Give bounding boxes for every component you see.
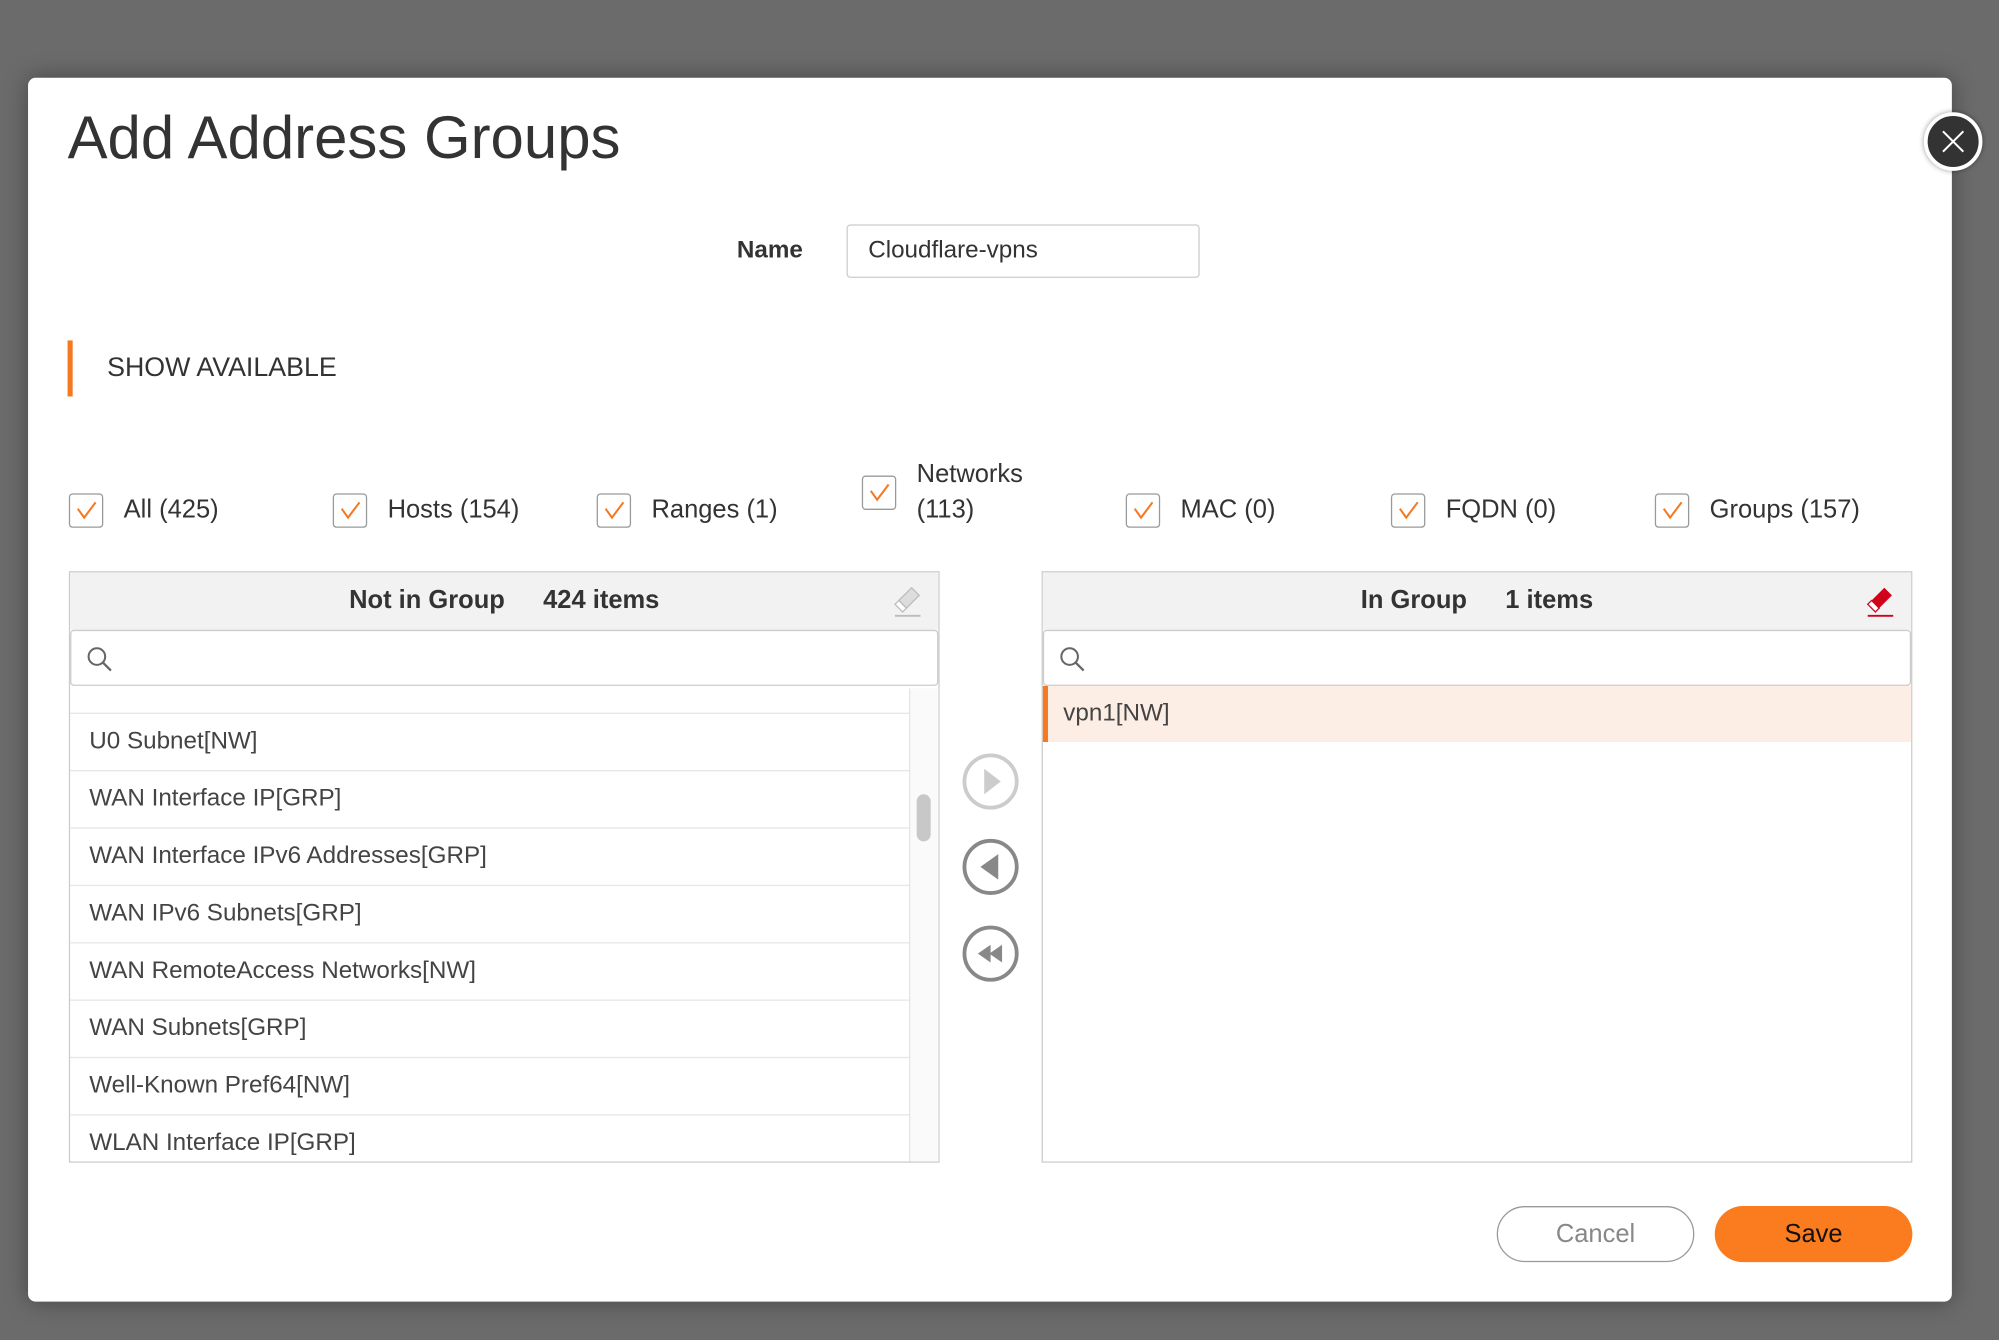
filter-label: Hosts (154) (387, 495, 520, 524)
filter-checkbox[interactable]: All (425) (68, 492, 219, 528)
list-item[interactable]: WAN Interface IP[GRP] (70, 771, 911, 829)
rewind-icon (962, 925, 1019, 982)
move-left-button[interactable] (961, 838, 1020, 897)
cancel-button[interactable]: Cancel (1496, 1206, 1695, 1263)
filter-checkbox[interactable]: Groups (157) (1654, 492, 1860, 528)
move-all-left-button[interactable] (961, 924, 1020, 983)
search-icon (1060, 647, 1085, 672)
checkmark-icon (340, 501, 360, 520)
checkbox[interactable] (1390, 492, 1426, 528)
panel-title: Not in Group (349, 586, 505, 615)
filter-checkbox[interactable]: MAC (0) (1125, 492, 1276, 528)
list-item[interactable]: WAN RemoteAccess Networks[NW] (70, 943, 911, 1001)
close-icon (1942, 130, 1965, 153)
section-title: SHOW AVAILABLE (107, 353, 337, 383)
search-icon (87, 647, 112, 672)
checkbox[interactable] (1125, 492, 1161, 528)
in-group-panel: In Group 1 items vpn1[NW] (1041, 571, 1913, 1163)
search-field[interactable] (70, 629, 939, 686)
list-item-selected[interactable]: vpn1[NW] (1042, 685, 1912, 742)
filter-checkbox[interactable]: Hosts (154) (332, 492, 520, 528)
list-item[interactable]: WLAN Interface IP[GRP] (70, 1116, 910, 1162)
panel-header: In Group 1 items (1042, 572, 1912, 630)
item-count: 424 items (543, 586, 660, 615)
scrollbar-thumb[interactable] (916, 794, 931, 842)
checkmark-icon (604, 501, 624, 520)
list-item[interactable]: Well-Known Pref64[NW] (70, 1058, 911, 1116)
filter-checkbox[interactable]: FQDN (0) (1390, 492, 1557, 528)
filter-label: All (425) (123, 495, 219, 524)
available-list: U0 Subnet[NW] WAN Interface IP[GRP] WAN In… (70, 700, 911, 1162)
name-input[interactable] (846, 224, 1200, 278)
filter-label: FQDN (0) (1445, 495, 1557, 524)
filter-label: MAC (0) (1180, 495, 1276, 524)
search-input[interactable] (1095, 636, 1903, 683)
checkbox[interactable] (68, 492, 104, 528)
list-item[interactable]: U0 Subnet[NW] (70, 714, 911, 772)
close-button[interactable] (1923, 112, 1983, 171)
panel-title: In Group (1360, 586, 1468, 615)
save-button[interactable]: Save (1714, 1206, 1913, 1263)
filter-checkbox[interactable]: Ranges (1) (596, 492, 778, 528)
section-accent-bar (67, 340, 73, 397)
scrollbar[interactable] (909, 688, 939, 1162)
checkbox[interactable] (1654, 492, 1690, 528)
in-group-list: vpn1[NW] (1042, 685, 1912, 742)
checkmark-icon (76, 501, 96, 520)
checkbox[interactable] (332, 492, 368, 528)
list-item[interactable]: WAN Subnets[GRP] (70, 1001, 911, 1059)
checkmark-icon (1662, 501, 1682, 520)
filter-label: Networks (113) (916, 460, 1023, 524)
not-in-group-panel: Not in Group 424 items U0 Subnet[NW] WAN … (68, 571, 940, 1163)
checkmark-icon (869, 483, 889, 502)
eraser-icon[interactable] (892, 585, 923, 626)
dialog-title: Add Address Groups (67, 103, 621, 171)
play-right-icon (962, 753, 1019, 810)
checkbox[interactable] (861, 474, 897, 510)
list-spacer (70, 700, 911, 714)
checkmark-icon (1398, 501, 1418, 520)
panel-header: Not in Group 424 items (70, 572, 939, 630)
search-input[interactable] (122, 636, 930, 683)
filter-label: Groups (157) (1709, 495, 1860, 524)
filter-label: Ranges (1) (651, 495, 778, 524)
play-left-icon (962, 838, 1019, 895)
move-right-button[interactable] (961, 752, 1020, 811)
search-field[interactable] (1042, 629, 1912, 686)
checkmark-icon (1133, 501, 1153, 520)
list-item[interactable]: WAN Interface IPv6 Addresses[GRP] (70, 829, 911, 887)
eraser-icon[interactable] (1865, 585, 1896, 626)
checkbox[interactable] (596, 492, 632, 528)
item-count: 1 items (1505, 586, 1594, 615)
list-item[interactable]: WAN IPv6 Subnets[GRP] (70, 886, 911, 944)
filter-checkbox[interactable]: Networks (113) (861, 456, 1038, 527)
name-label: Name (736, 237, 803, 264)
